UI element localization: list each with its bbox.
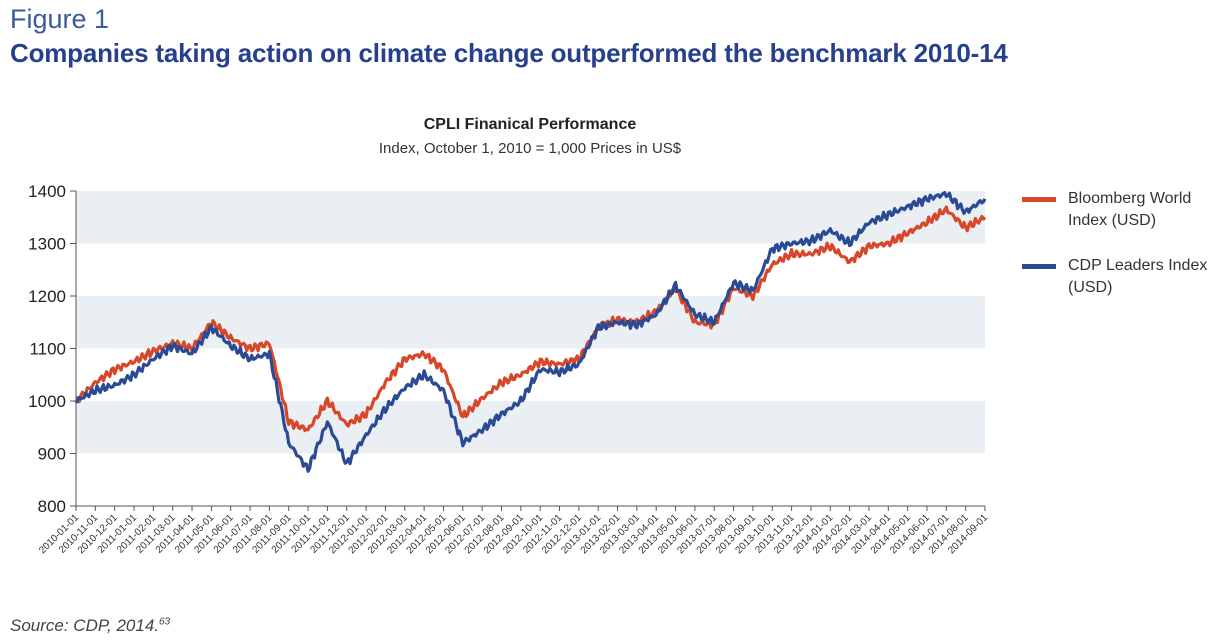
legend-swatch-cdp bbox=[1022, 264, 1056, 269]
legend-label-bloomberg: Bloomberg World Index (USD) bbox=[1068, 190, 1192, 229]
headline: Companies taking action on climate chang… bbox=[10, 38, 1008, 68]
y-tick-label: 900 bbox=[38, 445, 66, 464]
figure-label: Figure 1 bbox=[10, 4, 110, 34]
source-text: Source: CDP, 2014. bbox=[10, 616, 159, 635]
y-tick-label: 1300 bbox=[28, 235, 66, 254]
chart-subtitle: Index, October 1, 2010 = 1,000 Prices in… bbox=[378, 140, 682, 157]
series-line-bloomberg bbox=[74, 205, 987, 433]
legend-item-cdp: CDP Leaders Index (USD) bbox=[1022, 255, 1222, 299]
y-tick-label: 1400 bbox=[28, 182, 66, 201]
y-tick-label: 1000 bbox=[28, 392, 66, 411]
y-tick-label: 800 bbox=[38, 497, 66, 516]
y-tick-label: 1200 bbox=[28, 287, 66, 306]
source-note: Source: CDP, 2014.63 bbox=[10, 616, 170, 636]
source-footnote: 63 bbox=[159, 616, 171, 628]
legend-swatch-bloomberg bbox=[1022, 197, 1056, 202]
grid-band bbox=[76, 191, 985, 244]
y-tick-label: 1100 bbox=[29, 340, 66, 359]
legend: Bloomberg World Index (USD) CDP Leaders … bbox=[1022, 188, 1222, 322]
series-line-cdp bbox=[74, 191, 987, 473]
grid-band bbox=[76, 296, 985, 349]
legend-label-cdp: CDP Leaders Index (USD) bbox=[1068, 257, 1208, 296]
grid-band bbox=[76, 401, 985, 454]
legend-item-bloomberg: Bloomberg World Index (USD) bbox=[1022, 188, 1222, 232]
chart-title: CPLI Finanical Performance bbox=[423, 116, 637, 133]
